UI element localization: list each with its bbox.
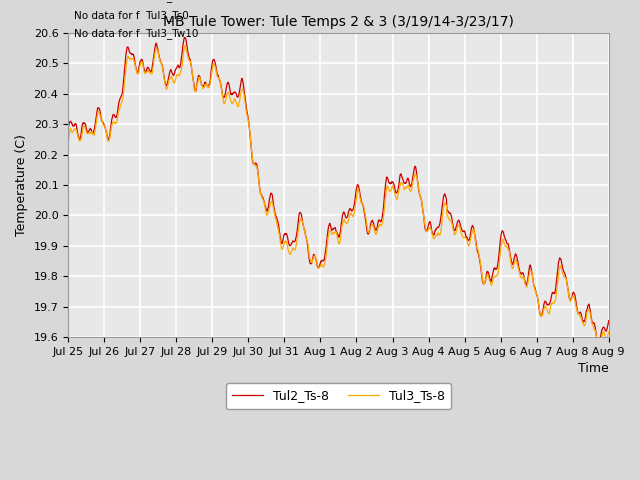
Line: Tul3_Ts-8: Tul3_Ts-8 (68, 46, 609, 348)
Text: No data for f  Tul2_Tw10: No data for f Tul2_Tw10 (74, 0, 198, 2)
Title: MB Tule Tower: Tule Temps 2 & 3 (3/19/14-3/23/17): MB Tule Tower: Tule Temps 2 & 3 (3/19/14… (163, 15, 514, 29)
Tul3_Ts-8 (294, 231, 301, 237)
Tul2_Ts-8 (106, 131, 114, 137)
Tul3_Ts-8 (181, 43, 189, 48)
X-axis label: Time: Time (578, 362, 609, 375)
Tul3_Ts-8 (605, 329, 612, 335)
Tul2_Ts-8 (595, 343, 602, 348)
Tul2_Ts-8 (180, 35, 188, 40)
Line: Tul2_Ts-8: Tul2_Ts-8 (68, 37, 609, 346)
Tul2_Ts-8 (305, 255, 313, 261)
Text: No data for f  Tul3_Ts0: No data for f Tul3_Ts0 (74, 10, 188, 21)
Legend: Tul2_Ts-8, Tul3_Ts-8: Tul2_Ts-8, Tul3_Ts-8 (225, 383, 451, 408)
Tul3_Ts-8 (595, 345, 603, 350)
Y-axis label: Temperature (C): Temperature (C) (15, 134, 28, 236)
Tul2_Ts-8 (128, 51, 136, 57)
Tul3_Ts-8 (315, 265, 323, 271)
Text: No data for f  Tul3_Tw10: No data for f Tul3_Tw10 (74, 28, 198, 39)
Tul3_Ts-8 (64, 142, 72, 147)
Tul2_Ts-8 (372, 227, 380, 233)
Tul2_Ts-8 (605, 318, 612, 324)
Tul3_Ts-8 (305, 251, 313, 256)
Tul3_Ts-8 (106, 134, 114, 140)
Tul2_Ts-8 (294, 222, 301, 228)
Tul2_Ts-8 (315, 265, 323, 271)
Tul3_Ts-8 (128, 56, 136, 62)
Tul3_Ts-8 (372, 231, 380, 237)
Tul2_Ts-8 (64, 128, 72, 133)
